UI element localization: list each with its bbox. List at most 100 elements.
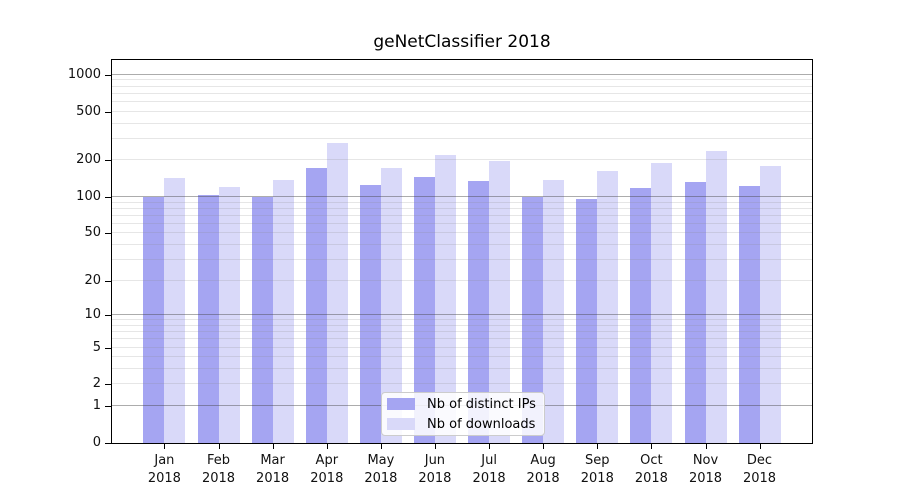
x-axis-label-mar: Mar 2018	[256, 453, 290, 486]
x-tick-jan	[164, 444, 166, 449]
y-tick-100	[105, 197, 112, 198]
legend: Nb of distinct IPs Nb of downloads	[381, 392, 545, 436]
y-tick-1000	[105, 74, 112, 76]
bar-dec-distinct-ips	[738, 185, 760, 443]
legend-swatch-downloads	[387, 418, 415, 430]
bar-sep-distinct-ips	[576, 198, 598, 443]
bar-nov-downloads	[705, 151, 727, 443]
gridline-60	[112, 222, 812, 224]
y-tick-2	[105, 384, 112, 386]
bar-nov-distinct-ips	[684, 181, 706, 443]
gridline-200	[112, 159, 812, 161]
x-tick-jun	[434, 444, 436, 449]
x-axis-label-sep: Sep 2018	[580, 453, 614, 486]
legend-label-distinct-ips: Nb of distinct IPs	[427, 396, 536, 412]
bar-mar-distinct-ips	[251, 197, 273, 443]
x-tick-mar	[272, 444, 274, 449]
gridline-4	[112, 356, 812, 358]
y-axis-label-100: 100	[76, 189, 101, 204]
x-tick-jul	[489, 444, 491, 449]
bar-jan-distinct-ips	[143, 196, 165, 443]
gridline-10	[112, 314, 812, 316]
bar-jul-distinct-ips	[468, 180, 490, 443]
gridline-80	[112, 207, 812, 209]
gridline-9	[112, 319, 812, 321]
y-axis-label-50: 50	[84, 225, 101, 241]
gridline-70	[112, 214, 812, 216]
y-axis-label-500: 500	[76, 103, 101, 119]
bar-may-distinct-ips	[359, 184, 381, 443]
x-tick-nov	[705, 444, 707, 449]
bar-feb-downloads	[218, 186, 240, 443]
gridline-700	[112, 92, 812, 94]
x-tick-sep	[597, 444, 599, 449]
y-axis-label-1: 1	[92, 398, 101, 413]
y-axis-label-0: 0	[92, 435, 101, 450]
plot-area	[111, 59, 813, 444]
gridline-5	[112, 346, 812, 348]
gridline-8	[112, 324, 812, 326]
x-tick-aug	[543, 444, 545, 449]
x-axis-label-oct: Oct 2018	[634, 453, 668, 486]
bar-apr-downloads	[326, 142, 348, 443]
y-tick-20	[105, 280, 112, 282]
x-axis-label-apr: Apr 2018	[310, 453, 344, 486]
x-tick-oct	[651, 444, 653, 449]
x-axis-label-nov: Nov 2018	[688, 453, 723, 486]
x-axis-label-dec: Dec 2018	[742, 453, 777, 486]
bar-oct-distinct-ips	[630, 187, 652, 443]
y-axis-label-200: 200	[76, 152, 101, 168]
x-tick-may	[380, 444, 382, 449]
bar-may-downloads	[380, 168, 402, 443]
bar-apr-distinct-ips	[305, 168, 327, 443]
gridline-400	[112, 122, 812, 124]
legend-item-downloads: Nb of downloads	[387, 417, 538, 432]
bar-jan-downloads	[164, 178, 186, 443]
gridline-50	[112, 232, 812, 234]
bar-jun-distinct-ips	[413, 177, 435, 443]
gridline-2	[112, 383, 812, 385]
legend-item-distinct-ips: Nb of distinct IPs	[387, 397, 538, 412]
x-tick-dec	[759, 444, 761, 449]
y-axis-label-5: 5	[92, 339, 101, 355]
gridline-800	[112, 85, 812, 87]
y-tick-1	[105, 406, 112, 407]
gridline-500	[112, 110, 812, 112]
gridline-20	[112, 279, 812, 281]
x-axis-label-jan: Jan 2018	[147, 453, 181, 486]
x-axis-label-aug: Aug 2018	[526, 453, 560, 486]
y-tick-200	[105, 160, 112, 162]
bar-mar-downloads	[272, 180, 294, 443]
gridline-100	[112, 196, 812, 197]
bar-dec-downloads	[759, 165, 781, 443]
chart-title: geNetClassifier 2018	[373, 32, 551, 52]
y-axis-label-10: 10	[84, 307, 101, 323]
y-tick-50	[105, 233, 112, 235]
gridline-300	[112, 137, 812, 139]
gridline-900	[112, 79, 812, 81]
gridline-40	[112, 244, 812, 245]
x-tick-apr	[326, 444, 328, 449]
bar-jul-downloads	[489, 161, 511, 443]
gridline-7	[112, 331, 812, 333]
gridline-6	[112, 338, 812, 340]
bar-aug-distinct-ips	[522, 197, 544, 443]
x-axis-label-may: May 2018	[364, 453, 398, 486]
gridline-1000	[112, 73, 812, 75]
bar-oct-downloads	[651, 162, 673, 443]
y-tick-5	[105, 347, 112, 349]
y-tick-500	[105, 111, 112, 113]
legend-label-downloads: Nb of downloads	[427, 416, 536, 432]
bar-jun-downloads	[434, 154, 456, 443]
x-axis-label-feb: Feb 2018	[201, 453, 236, 486]
gridline-3	[112, 368, 812, 370]
y-tick-10	[105, 315, 112, 317]
x-tick-feb	[218, 444, 220, 449]
gridline-600	[112, 100, 812, 102]
bar-sep-downloads	[597, 170, 619, 443]
gridline-90	[112, 201, 812, 203]
y-tick-0	[105, 443, 112, 444]
x-axis-label-jul: Jul 2018	[472, 453, 506, 486]
gridline-30	[112, 258, 812, 260]
